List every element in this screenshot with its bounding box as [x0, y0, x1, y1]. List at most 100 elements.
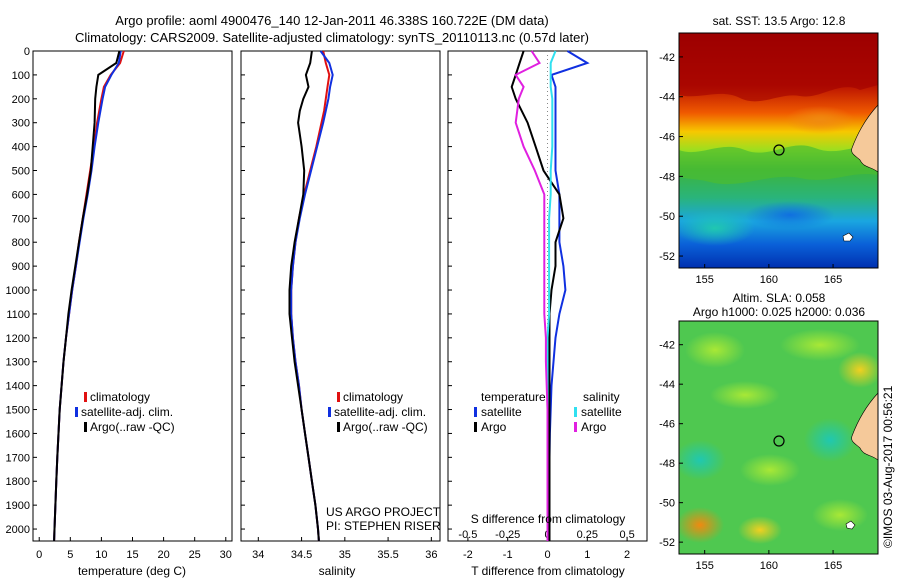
legend-swatch-argo	[84, 422, 87, 432]
x-tick-label: -2	[463, 549, 473, 561]
island-auckland	[845, 520, 856, 530]
temperature-legend: climatology satellite-adj. clim. Argo(..…	[75, 390, 175, 434]
x-tick-label: 10	[95, 549, 107, 561]
series-line	[53, 50, 122, 542]
sst-blue-patch	[745, 201, 835, 229]
sla-map-ticks: 155 160 165 -42 -44 -46 -48 -50 -52	[659, 340, 842, 572]
temperature-axes-box	[32, 50, 233, 542]
difference-depth-ticks	[448, 50, 452, 530]
x-tick-label: 36	[425, 549, 437, 561]
legend-swatch-temp-satellite	[474, 407, 477, 417]
legend-salinity-heading: salinity	[583, 390, 620, 404]
temperature-x-ticks: 0 5 10 15 20 25 30	[36, 537, 232, 561]
x-tick-label: 2	[624, 549, 630, 561]
sla-patch	[804, 418, 856, 462]
salinity-profile-lines	[288, 50, 334, 542]
header-line1: Argo profile: aoml 4900476_140 12-Jan-20…	[115, 13, 548, 28]
sla-patch	[738, 516, 782, 544]
x-tick-label: 15	[126, 549, 138, 561]
y-tick-label: 500	[12, 166, 30, 178]
sla-map-frame	[678, 320, 879, 555]
legend-label-temp-argo: Argo	[481, 420, 507, 434]
x-tick-label: 20	[157, 549, 169, 561]
y-tick-label: 0	[24, 46, 30, 58]
sla-map: Altim. SLA: 0.058 Argo h1000: 0.025 h200…	[659, 291, 879, 572]
lat-tick-label: -42	[659, 340, 675, 352]
s-tick-label: -0.5	[458, 529, 477, 541]
lon-tick-label: 155	[695, 560, 713, 572]
lat-tick-label: -50	[659, 211, 675, 223]
salinity-x-ticks: 34 34.5 35 35.5 36	[252, 537, 437, 561]
legend-swatch-sal-satellite	[574, 407, 577, 417]
y-tick-label: 600	[12, 189, 30, 201]
legend-swatch-sal-argo	[574, 422, 577, 432]
x-tick-label: -1	[503, 549, 513, 561]
sst-map-ticks: 155 160 165 -42 -44 -46 -48 -50 -52	[659, 52, 842, 286]
sst-green-band	[679, 145, 878, 185]
legend-swatch-climatology	[84, 392, 87, 402]
y-tick-label: 400	[12, 142, 30, 154]
argo-float-marker	[773, 435, 785, 447]
legend-label-argo: Argo(..raw -QC)	[343, 420, 428, 434]
x-tick-label: 0	[36, 549, 42, 561]
lat-tick-label: -46	[659, 419, 675, 431]
salinity-legend: climatology satellite-adj. clim. Argo(..…	[328, 390, 428, 434]
salinity-axes-box	[240, 50, 441, 542]
y-tick-label: 100	[12, 70, 30, 82]
s-tick-label: 0.5	[619, 529, 634, 541]
salinity-panel: 34 34.5 35 35.5 36 salinity climatology sate…	[240, 50, 441, 578]
y-tick-label: 1800	[6, 476, 30, 488]
legend-swatch-temp-argo	[474, 422, 477, 432]
x-tick-label: 35.5	[377, 549, 398, 561]
temperature-panel: 0100200300400500600700800900100011001200…	[6, 46, 233, 578]
y-tick-label: 2000	[6, 524, 30, 536]
sst-warm-band	[679, 33, 878, 102]
sst-map-title: sat. SST: 13.5 Argo: 12.8	[713, 14, 846, 28]
t-difference-label: T difference from climatology	[471, 564, 625, 578]
lon-tick-label: 155	[695, 274, 713, 286]
legend-label-sal-satellite: satellite	[581, 405, 622, 419]
s-tick-label: 0.25	[577, 529, 598, 541]
legend-swatch-climatology	[337, 392, 340, 402]
y-tick-label: 800	[12, 237, 30, 249]
lat-tick-label: -44	[659, 92, 675, 104]
difference-lines	[510, 50, 590, 542]
legend-temperature-heading: temperature	[481, 390, 546, 404]
temperature-xlabel: temperature (deg C)	[78, 564, 186, 578]
y-tick-label: 700	[12, 213, 30, 225]
header-line2: Climatology: CARS2009. Satellite-adjuste…	[75, 30, 589, 45]
lon-tick-label: 165	[824, 560, 842, 572]
legend-label-temp-satellite: satellite	[481, 405, 522, 419]
s-difference-label: S difference from climatology	[471, 512, 626, 526]
sla-map-subtitle: Argo h1000: 0.025 h2000: 0.036	[693, 305, 865, 319]
lon-tick-label: 165	[824, 274, 842, 286]
series-line	[546, 50, 590, 542]
y-tick-label: 1400	[6, 381, 30, 393]
y-tick-label: 200	[12, 94, 30, 106]
x-tick-label: 5	[67, 549, 73, 561]
sla-map-title: Altim. SLA: 0.058	[733, 291, 826, 305]
y-tick-label: 1200	[6, 333, 30, 345]
sst-orange-patch	[785, 106, 855, 134]
series-line	[53, 50, 125, 542]
land-new-zealand	[851, 104, 878, 173]
legend-label-argo: Argo(..raw -QC)	[90, 420, 175, 434]
sst-map: sat. SST: 13.5 Argo: 12.8 155 160 165 -42 -4…	[659, 14, 879, 286]
y-tick-label: 900	[12, 261, 30, 273]
y-tick-label: 1000	[6, 285, 30, 297]
legend-label-sal-argo: Argo	[581, 420, 607, 434]
temperature-profile-lines	[53, 50, 125, 542]
sla-patch	[740, 454, 800, 486]
y-tick-label: 1500	[6, 405, 30, 417]
x-tick-label: 0	[544, 549, 550, 561]
lon-tick-label: 160	[760, 560, 778, 572]
lat-tick-label: -50	[659, 498, 675, 510]
x-tick-label: 25	[189, 549, 201, 561]
y-tick-label: 1100	[6, 309, 30, 321]
y-tick-label: 1300	[6, 357, 30, 369]
s-tick-label: -0.25	[495, 529, 520, 541]
x-tick-label: 34.5	[291, 549, 312, 561]
salinity-depth-ticks	[241, 50, 245, 530]
series-line	[514, 50, 549, 541]
